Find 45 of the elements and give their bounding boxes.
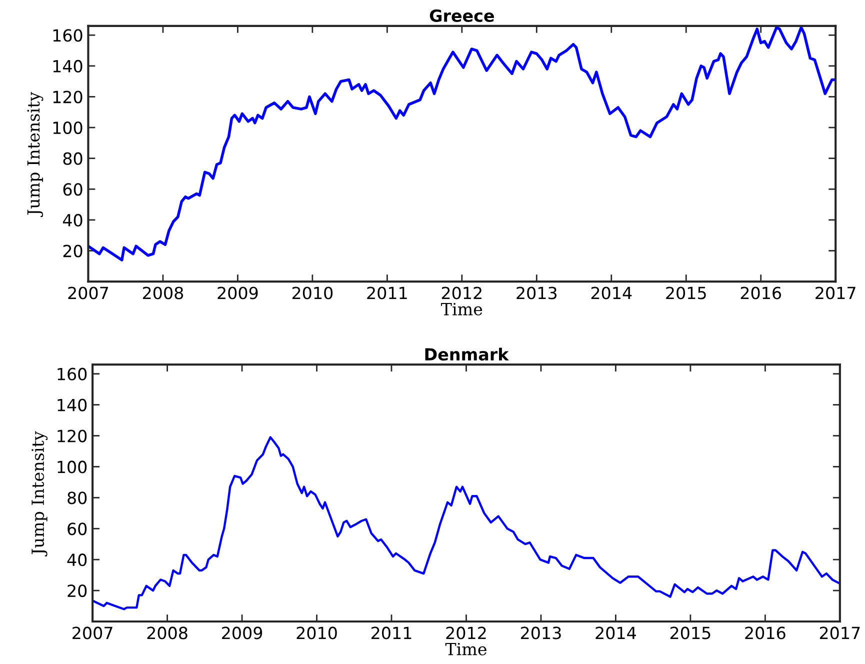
x-tick-label: 2007: [68, 286, 108, 300]
x-tick-label: 2012: [446, 626, 486, 640]
chart-title: Greece: [430, 9, 494, 22]
y-tick-label: 120: [58, 430, 87, 442]
x-tick-label: 2010: [292, 286, 333, 300]
line-series: [92, 436, 840, 610]
y-tick-label: 100: [58, 460, 87, 474]
y-tick-label: 40: [67, 554, 87, 566]
x-tick-label: 2009: [218, 286, 258, 300]
y-tick-label: 40: [62, 214, 82, 227]
y-tick-label: 160: [58, 368, 87, 380]
x-axis-title: Time: [441, 302, 482, 316]
x-tick-label: 2014: [596, 626, 636, 640]
x-tick-label: 2014: [591, 286, 632, 300]
x-tick-label: 2011: [372, 626, 412, 640]
y-tick-label: 20: [63, 244, 82, 258]
y-tick-label: 160: [53, 29, 82, 42]
x-tick-label: 2016: [740, 286, 782, 300]
x-axis-title: Time: [445, 642, 486, 656]
y-tick-label: 80: [68, 492, 87, 504]
x-tick-label: 2012: [442, 286, 482, 300]
x-tick-label: 2010: [296, 626, 337, 640]
y-axis-title: Jump Intensity: [27, 92, 44, 218]
y-tick-label: 140: [53, 60, 82, 73]
x-tick-label: 2015: [666, 286, 706, 300]
x-tick-label: 2013: [516, 286, 557, 300]
y-tick-label: 80: [63, 152, 82, 165]
x-tick-label: 2013: [520, 626, 561, 640]
x-tick-label: 2009: [222, 626, 262, 640]
x-tick-label: 2007: [72, 626, 112, 640]
x-tick-label: 2017: [816, 286, 856, 300]
x-tick-label: 2016: [745, 626, 786, 640]
y-tick-label: 20: [68, 584, 87, 598]
x-tick-label: 2008: [142, 286, 184, 300]
y-tick-label: 120: [53, 90, 82, 104]
y-tick-label: 60: [68, 522, 87, 536]
y-tick-label: 100: [53, 122, 82, 134]
chart-title: Denmark: [425, 348, 510, 361]
x-tick-label: 2015: [670, 626, 710, 640]
x-tick-label: 2017: [820, 626, 860, 640]
x-tick-label: 2011: [367, 286, 407, 300]
y-tick-label: 60: [63, 183, 82, 196]
y-axis-title: Jump Intensity: [32, 431, 48, 556]
x-tick-label: 2008: [147, 626, 188, 640]
y-tick-label: 140: [58, 398, 87, 412]
